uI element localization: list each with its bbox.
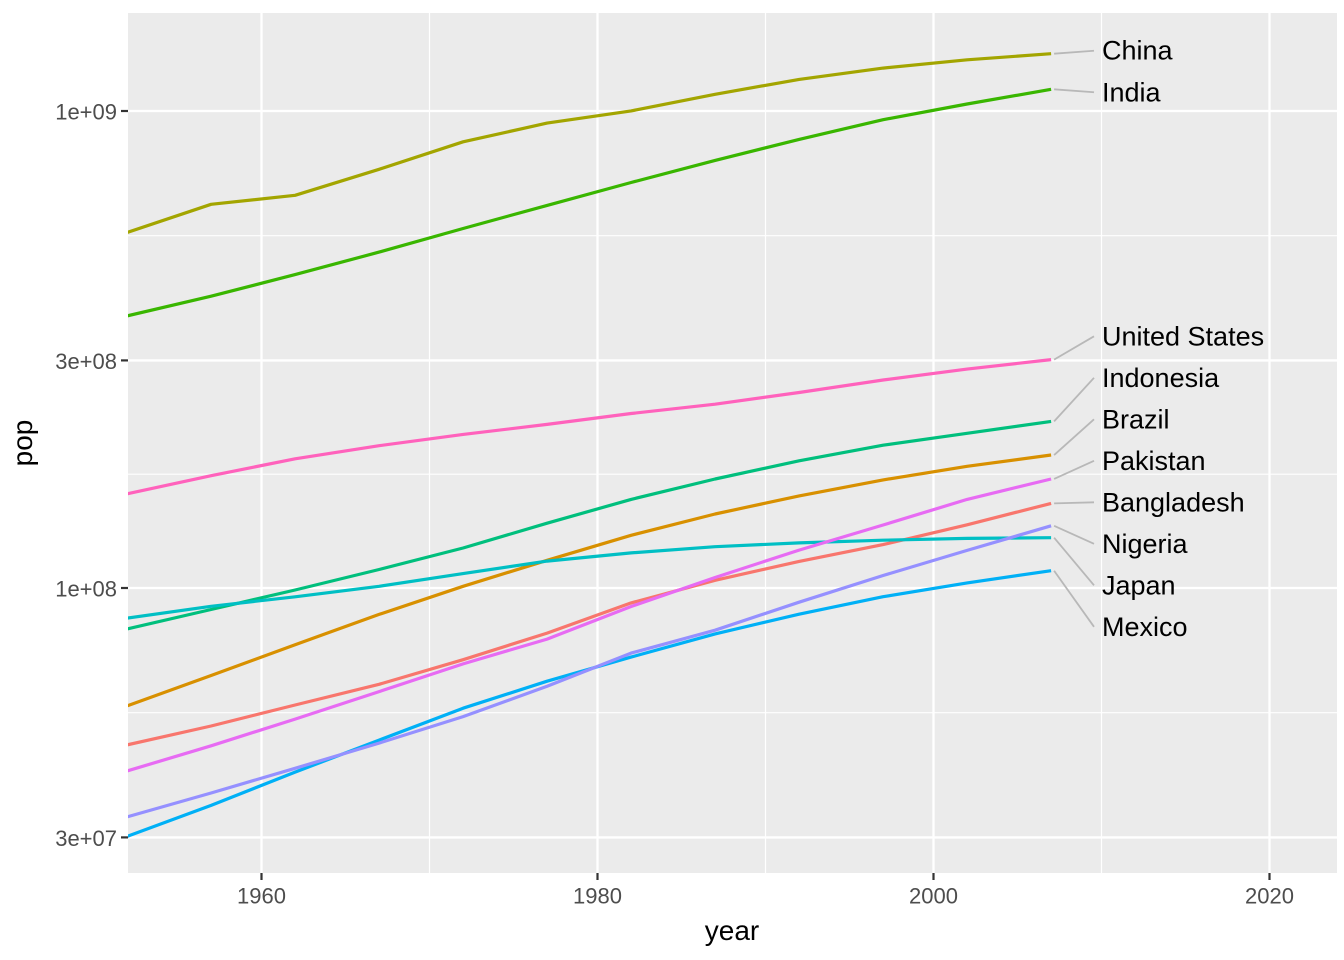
country-label-indonesia: Indonesia [1102, 363, 1220, 393]
axis-tick-labels: 1960 1980 2000 2020 3e+07 1e+08 3e+08 1e+09 [55, 100, 1294, 909]
leader-line-china [1054, 49, 1095, 55]
country-labels: China India United States Indonesia Brazil Pa… [1102, 36, 1264, 642]
series-line-united-states [128, 358, 1052, 496]
gridlines-major [128, 13, 1337, 873]
y-axis-title: pop [7, 420, 38, 467]
series-line-china [128, 52, 1052, 234]
country-label-japan: Japan [1102, 570, 1176, 600]
country-label-mexico: Mexico [1102, 612, 1188, 642]
series-lines [128, 52, 1052, 838]
country-label-china: China [1102, 36, 1174, 66]
axis-tick-marks [121, 109, 1271, 880]
x-tick-label-1980: 1980 [573, 884, 622, 909]
leader-line-bangladesh [1054, 501, 1095, 505]
plot-panel [128, 13, 1337, 873]
series-line-japan [128, 536, 1052, 620]
series-line-nigeria [128, 524, 1052, 819]
series-line-brazil [128, 453, 1052, 708]
country-label-nigeria: Nigeria [1102, 529, 1189, 559]
leader-line-united-states [1053, 335, 1095, 361]
x-tick-label-2000: 2000 [909, 884, 958, 909]
leader-line-india [1054, 88, 1095, 94]
label-leader-lines [1053, 49, 1095, 628]
leader-line-mexico [1053, 570, 1095, 628]
country-label-united-states: United States [1102, 321, 1264, 351]
leader-line-indonesia [1053, 377, 1095, 422]
y-tick-label-3e+08: 3e+08 [55, 349, 117, 374]
y-tick-label-3e+07: 3e+07 [55, 826, 117, 851]
x-tick-label-1960: 1960 [237, 884, 286, 909]
country-label-india: India [1102, 77, 1162, 107]
y-tick-label-1e+08: 1e+08 [55, 577, 117, 602]
leader-line-brazil [1053, 418, 1095, 456]
country-label-brazil: Brazil [1102, 404, 1170, 434]
country-label-bangladesh: Bangladesh [1102, 487, 1245, 517]
y-tick-label-1e+09: 1e+09 [55, 100, 117, 125]
series-line-pakistan [128, 477, 1052, 773]
leader-line-japan [1053, 537, 1095, 586]
x-axis-title: year [705, 915, 759, 946]
series-line-india [128, 87, 1052, 318]
series-line-indonesia [128, 419, 1052, 631]
x-tick-label-2020: 2020 [1245, 884, 1294, 909]
leader-line-pakistan [1053, 460, 1095, 480]
leader-line-nigeria [1053, 524, 1095, 545]
country-label-pakistan: Pakistan [1102, 446, 1206, 476]
